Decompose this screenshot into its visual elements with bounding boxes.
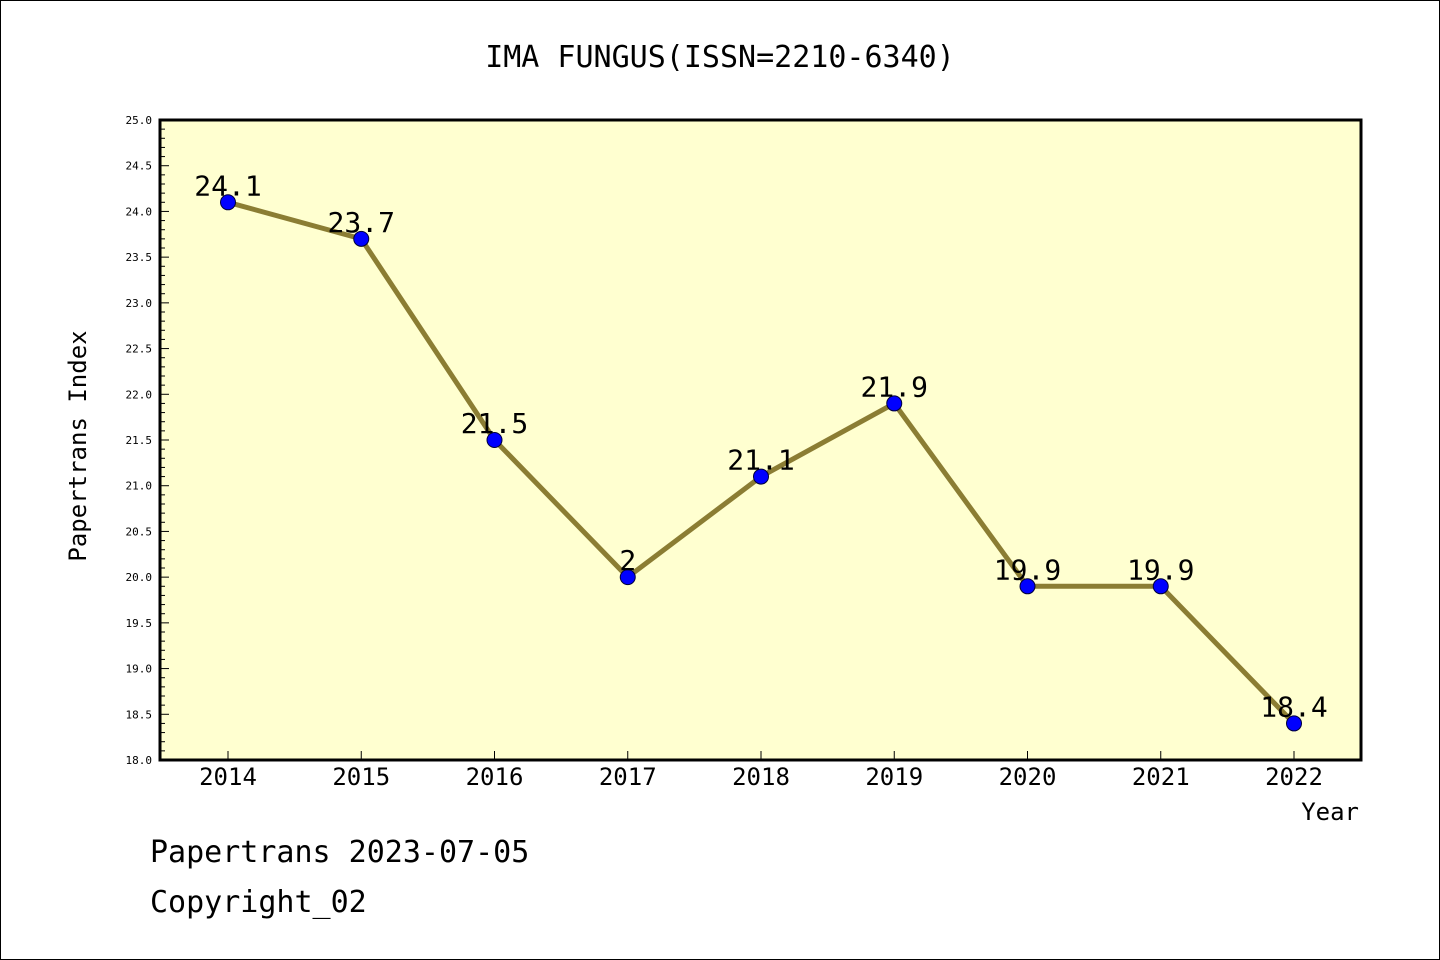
x-axis: 2014 2015 2016 2017 2018 2019 2020 2021 2022 (199, 751, 1323, 791)
x-tick-label: 2019 (865, 763, 923, 791)
x-tick-label: 2015 (332, 763, 390, 791)
data-point (619, 569, 636, 586)
data-label: 21.9 (861, 370, 928, 403)
data-point (486, 432, 503, 448)
footer-copyright: Copyright_02 (150, 885, 367, 920)
data-point (1286, 715, 1302, 732)
data-point (353, 230, 370, 247)
data-label: 21.1 (727, 444, 794, 477)
data-point (1152, 578, 1169, 595)
y-tick-label: 18.0 (126, 754, 153, 767)
data-label: 23.7 (328, 206, 395, 239)
y-tick-label: 19.5 (126, 617, 153, 630)
y-tick-label: 21.5 (126, 434, 153, 447)
y-tick-label: 21.0 (126, 480, 153, 493)
footer-date: Papertrans 2023-07-05 (150, 835, 530, 870)
y-tick-label: 22.0 (126, 388, 153, 401)
data-point (886, 395, 903, 412)
y-tick-label: 24.5 (126, 160, 153, 173)
data-labels: 24.1 23.7 21.5 2 21.1 21.9 19.9 19.9 18.4 (194, 169, 1327, 723)
x-tick-label: 2016 (466, 763, 524, 791)
y-axis: 18.0 18.5 19.0 19.5 20.0 20.5 21.0 21.5 22.0 22.5… (126, 114, 169, 767)
data-label: 24.1 (194, 169, 261, 202)
x-tick-label: 2017 (599, 763, 657, 791)
y-tick-label: 20.5 (126, 525, 153, 538)
data-label: 2 (619, 544, 636, 577)
y-tick-label: 23.0 (126, 297, 153, 310)
x-tick-label: 2020 (999, 763, 1057, 791)
x-tick-label: 2022 (1265, 763, 1323, 791)
data-point (753, 468, 769, 485)
x-tick-label: 2021 (1132, 763, 1190, 791)
y-axis-label: Papertrans Index (64, 330, 92, 561)
data-label: 18.4 (1260, 690, 1327, 723)
y-tick-label: 24.0 (126, 205, 153, 218)
plot-area (158, 118, 1363, 762)
chart-title: IMA FUNGUS(ISSN=2210-6340) (485, 40, 955, 75)
y-tick-label: 25.0 (126, 114, 153, 127)
data-label: 21.5 (461, 407, 528, 440)
y-tick-label: 20.0 (126, 571, 153, 584)
x-axis-label: Year (1301, 798, 1359, 826)
data-label: 19.9 (994, 553, 1061, 586)
y-tick-label: 23.5 (126, 251, 153, 264)
data-point (220, 194, 236, 211)
x-tick-label: 2014 (199, 763, 257, 791)
y-tick-label: 22.5 (126, 343, 153, 356)
x-tick-label: 2018 (732, 763, 790, 791)
y-tick-label: 18.5 (126, 708, 153, 721)
y-tick-label: 19.0 (126, 663, 153, 676)
data-point (1019, 578, 1036, 595)
data-points (220, 194, 1302, 732)
data-label: 19.9 (1127, 553, 1194, 586)
